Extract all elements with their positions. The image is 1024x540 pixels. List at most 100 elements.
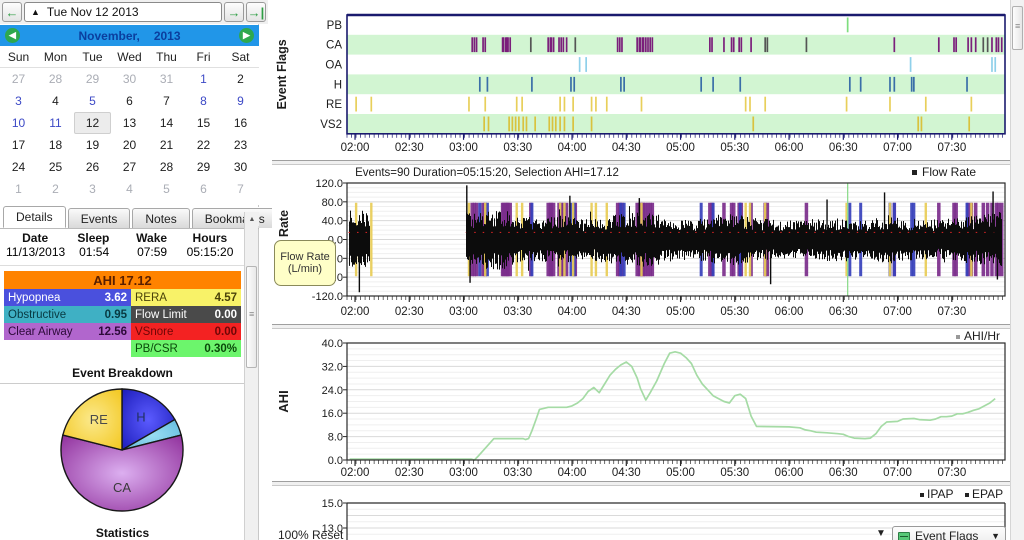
calendar-prev-month-icon[interactable]: ◀ (5, 28, 20, 43)
event-rate-right-column: RERA4.57Flow Limit0.00VSnore0.00PB/CSR0.… (131, 289, 241, 357)
ahi-total-badge: AHI 17.12 (4, 271, 241, 289)
weekday-header: Tue (74, 46, 111, 67)
calendar-day[interactable]: 30 (111, 68, 148, 90)
details-scrollbar-thumb[interactable] (246, 266, 257, 368)
calendar-day[interactable]: 8 (185, 90, 222, 112)
flow-rate-chart[interactable]: 02:0002:3003:0003:3004:0004:3005:0005:30… (272, 163, 1010, 324)
date-dropdown[interactable]: ▲ Tue Nov 12 2013 (24, 2, 222, 22)
event-flags-dropdown[interactable]: Event Flags ▼ (892, 526, 1006, 540)
x-tick-label: 03:30 (503, 142, 532, 154)
calendar-day[interactable]: 10 (0, 112, 37, 134)
summary-value: 07:59 (123, 245, 181, 259)
flow-chart-title: Events=90 Duration=05:15:20, Selection A… (355, 167, 619, 179)
weekday-header: Thu (148, 46, 185, 67)
event-flags-dropdown-label: Event Flags (915, 529, 978, 540)
x-tick-label: 07:00 (883, 467, 912, 479)
calendar-day[interactable]: 3 (74, 178, 111, 200)
tab-details[interactable]: Details (3, 206, 66, 228)
calendar-day[interactable]: 2 (222, 68, 259, 90)
calendar-day[interactable]: 29 (74, 68, 111, 90)
current-date-label: Tue Nov 12 2013 (47, 5, 139, 19)
calendar-day[interactable]: 6 (185, 178, 222, 200)
chevron-down-icon: ▼ (991, 531, 1000, 540)
event-breakdown-title: Event Breakdown (0, 366, 245, 384)
calendar-day[interactable]: 6 (111, 90, 148, 112)
x-tick-label: 06:30 (829, 306, 858, 318)
y-tick-label: -120.0 (312, 291, 343, 303)
last-day-button[interactable]: →| (246, 2, 266, 22)
calendar-day[interactable]: 25 (37, 156, 74, 178)
next-day-button[interactable]: → (224, 2, 244, 22)
x-tick-label: 07:00 (883, 306, 912, 318)
calendar-day[interactable]: 19 (74, 134, 111, 156)
tab-notes[interactable]: Notes (132, 208, 189, 228)
calendar-day[interactable]: 17 (0, 134, 37, 156)
calendar-day[interactable]: 21 (148, 134, 185, 156)
calendar-day[interactable]: 7 (148, 90, 185, 112)
calendar-day[interactable]: 22 (185, 134, 222, 156)
calendar-day[interactable]: 4 (111, 178, 148, 200)
scroll-up-icon[interactable]: ▲ (245, 212, 259, 226)
y-tick-label: 40.0 (322, 338, 343, 350)
calendar-day[interactable]: 18 (37, 134, 74, 156)
ahi-chart[interactable]: 02:0002:3003:0003:3004:0004:3005:0005:30… (272, 329, 1010, 481)
calendar-day[interactable]: 28 (37, 68, 74, 90)
calendar-day[interactable]: 9 (222, 90, 259, 112)
calendar-day[interactable]: 16 (222, 112, 259, 134)
calendar-day[interactable]: 5 (148, 178, 185, 200)
weekday-header: Sat (222, 46, 259, 67)
row-label-h: H (334, 79, 342, 91)
calendar-day[interactable]: 13 (111, 112, 148, 134)
y-tick-label: 40.0 (322, 216, 343, 228)
x-tick-label: 06:00 (775, 142, 804, 154)
tooltip-line2: (L/min) (288, 263, 322, 275)
row-label-ca: CA (326, 40, 342, 52)
y-tick-label: 8.0 (328, 432, 343, 444)
calendar-day[interactable]: 23 (222, 134, 259, 156)
y-axis-title: Event Flags (275, 39, 289, 109)
calendar-day[interactable]: 1 (185, 68, 222, 90)
tab-bookmarks[interactable]: Bookmarks (192, 208, 278, 228)
charts-scrollbar-thumb[interactable] (1012, 6, 1023, 50)
x-tick-label: 03:00 (449, 467, 478, 479)
dropdown-caret-icon[interactable]: ▼ (876, 528, 886, 539)
calendar-month-year[interactable]: November, 2013 (78, 29, 180, 43)
calendar-day[interactable]: 7 (222, 178, 259, 200)
x-tick-label: 03:00 (449, 142, 478, 154)
calendar-weekday-headers: SunMonTueWedThuFriSat (0, 46, 259, 68)
calendar-day[interactable]: 20 (111, 134, 148, 156)
calendar-day[interactable]: 15 (185, 112, 222, 134)
calendar-day[interactable]: 24 (0, 156, 37, 178)
calendar-day[interactable]: 12 (74, 112, 111, 134)
x-tick-label: 03:30 (503, 467, 532, 479)
calendar-day[interactable]: 14 (148, 112, 185, 134)
calendar-day[interactable]: 28 (148, 156, 185, 178)
calendar-day[interactable]: 3 (0, 90, 37, 112)
reset-button[interactable]: Reset (312, 528, 343, 540)
calendar-day[interactable]: 2 (37, 178, 74, 200)
tab-events[interactable]: Events (68, 208, 131, 228)
x-tick-label: 05:00 (666, 142, 695, 154)
pie-label-CA: CA (113, 480, 131, 495)
tooltip-line1: Flow Rate (280, 251, 330, 263)
weekday-header: Wed (111, 46, 148, 67)
calendar-day[interactable]: 30 (222, 156, 259, 178)
summary-value-row: 11/13/201301:5407:5905:15:20 (6, 245, 239, 259)
calendar-next-month-icon[interactable]: ▶ (239, 28, 254, 43)
calendar-day[interactable]: 31 (148, 68, 185, 90)
y-tick-label: 24.0 (322, 385, 343, 397)
y-tick-label: 32.0 (322, 361, 343, 373)
calendar-day[interactable]: 1 (0, 178, 37, 200)
x-tick-label: 07:30 (937, 142, 966, 154)
calendar-day[interactable]: 11 (37, 112, 74, 134)
calendar-day[interactable]: 27 (0, 68, 37, 90)
calendar-day[interactable]: 26 (74, 156, 111, 178)
prev-day-button[interactable]: ← (2, 2, 22, 22)
calendar-day[interactable]: 29 (185, 156, 222, 178)
calendar-day[interactable]: 5 (74, 90, 111, 112)
y-tick-label: 15.0 (322, 498, 343, 510)
event-flags-chart[interactable]: PBCAOAHREVS202:0002:3003:0003:3004:0004:… (272, 2, 1010, 160)
event-breakdown-pie: HCARE (0, 386, 245, 514)
calendar-day[interactable]: 27 (111, 156, 148, 178)
calendar-day[interactable]: 4 (37, 90, 74, 112)
